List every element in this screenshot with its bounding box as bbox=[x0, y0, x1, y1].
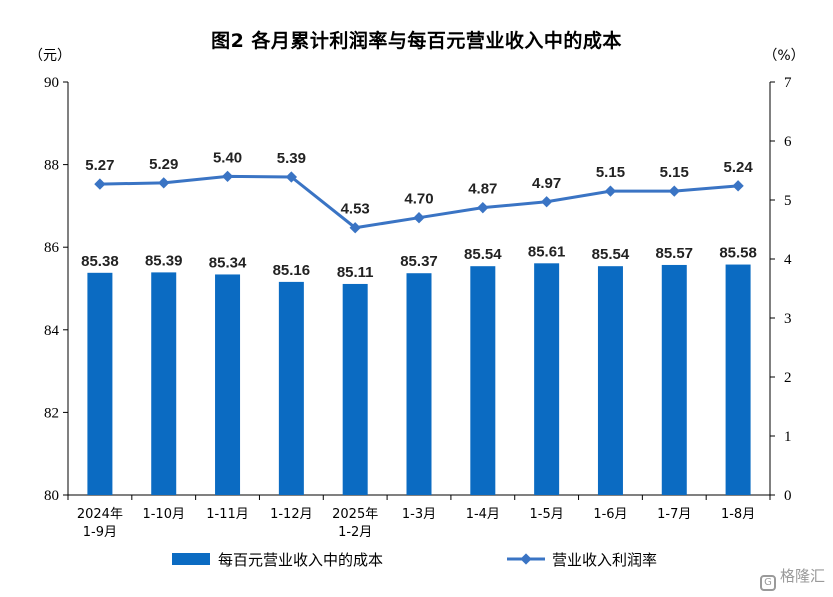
line-data-label: 5.15 bbox=[596, 164, 625, 181]
right-tick-label: 6 bbox=[784, 134, 792, 150]
right-tick-label: 4 bbox=[784, 252, 792, 268]
line-data-label: 4.97 bbox=[532, 175, 561, 192]
chart-title: 图2 各月累计利润率与每百元营业收入中的成本 bbox=[211, 30, 622, 52]
line-point bbox=[540, 196, 553, 208]
right-tick-label: 1 bbox=[784, 429, 792, 445]
bar-data-label: 85.54 bbox=[592, 246, 630, 263]
bar bbox=[278, 281, 304, 495]
bar-data-label: 85.39 bbox=[145, 252, 183, 269]
axes: 80 82 84 86 88 90 0 1 2 3 4 5 6 7 bbox=[44, 75, 792, 504]
bar-data-label: 85.58 bbox=[719, 245, 757, 262]
bar-data-label: 85.11 bbox=[337, 264, 374, 281]
left-tick-label: 90 bbox=[44, 75, 59, 91]
line-data-label: 5.40 bbox=[213, 149, 242, 166]
right-tick-label: 7 bbox=[784, 75, 792, 91]
watermark-text: 格隆汇 bbox=[779, 567, 825, 585]
left-tick-label: 80 bbox=[44, 488, 59, 504]
line-point bbox=[732, 180, 744, 192]
bar-series: 85.38 85.39 85.34 85.16 85.11 85.37 85.54 85.61… bbox=[81, 243, 757, 495]
line-point bbox=[604, 185, 617, 197]
bar bbox=[597, 266, 623, 495]
line-data-label: 5.24 bbox=[723, 159, 753, 176]
line-data-label: 4.53 bbox=[341, 201, 370, 218]
line-point bbox=[285, 171, 298, 183]
left-tick-label: 82 bbox=[44, 405, 59, 421]
x-tick-label: 1-8月 bbox=[721, 507, 755, 522]
gelonghui-logo-icon: G bbox=[759, 575, 776, 591]
x-tick-label: 1-10月 bbox=[142, 507, 185, 522]
bar-data-label: 85.34 bbox=[209, 254, 247, 271]
bar bbox=[534, 263, 560, 495]
bar-data-label: 85.37 bbox=[400, 253, 438, 270]
left-tick-label: 86 bbox=[44, 240, 60, 256]
line-data-label: 5.29 bbox=[149, 156, 178, 173]
line-data-label: 4.87 bbox=[468, 181, 497, 198]
line-point bbox=[221, 170, 234, 183]
bar bbox=[151, 272, 177, 495]
x-axis-labels: 2024年 1-9月 1-10月 1-11月 1-12月 2025年 1-2月 1-3月 1-4… bbox=[77, 507, 755, 540]
legend-line-label: 营业收入利润率 bbox=[552, 551, 657, 569]
legend-bar-swatch bbox=[172, 553, 210, 565]
x-tick-label: 1-3月 bbox=[402, 507, 436, 522]
legend-bar-label: 每百元营业收入中的成本 bbox=[218, 551, 383, 569]
x-tick-label: 2024年 bbox=[77, 507, 123, 522]
line-point bbox=[158, 177, 170, 189]
bar bbox=[470, 266, 496, 495]
right-tick-label: 3 bbox=[784, 311, 792, 327]
x-tick-label: 1-9月 bbox=[83, 525, 117, 540]
bar-data-label: 85.38 bbox=[81, 253, 119, 270]
line-data-label: 4.70 bbox=[404, 191, 433, 208]
line-point bbox=[668, 185, 680, 197]
x-tick-label: 1-5月 bbox=[530, 507, 564, 522]
x-tick-label: 1-7月 bbox=[657, 507, 691, 522]
x-tick-label: 1-12月 bbox=[270, 507, 313, 522]
right-axis-unit: （%） bbox=[763, 48, 804, 64]
line-point bbox=[349, 222, 361, 234]
bar bbox=[87, 272, 113, 495]
bar bbox=[406, 273, 432, 495]
bar bbox=[215, 274, 241, 495]
bar bbox=[725, 264, 751, 495]
line-data-label: 5.27 bbox=[85, 157, 114, 174]
line-point bbox=[94, 178, 106, 190]
legend-line-marker bbox=[520, 553, 532, 565]
left-axis-unit: （元） bbox=[29, 48, 71, 64]
x-tick-label: 1-11月 bbox=[206, 507, 249, 522]
x-tick-label: 1-6月 bbox=[593, 507, 627, 522]
bar-data-label: 85.57 bbox=[655, 245, 693, 262]
right-tick-label: 2 bbox=[784, 370, 792, 386]
bar-data-label: 85.54 bbox=[464, 246, 502, 263]
x-tick-label: 1-2月 bbox=[338, 525, 372, 540]
right-tick-label: 0 bbox=[784, 488, 792, 504]
x-tick-label: 2025年 bbox=[332, 507, 378, 522]
line-series: 5.27 5.29 5.40 5.39 4.53 4.70 4.87 4.97 5.15 5.15… bbox=[85, 149, 753, 234]
line-data-label: 5.39 bbox=[277, 150, 306, 167]
watermark: G 格隆汇 bbox=[759, 565, 825, 591]
bar-data-label: 85.61 bbox=[528, 243, 566, 260]
bar bbox=[661, 264, 687, 495]
bar-data-label: 85.16 bbox=[273, 262, 311, 279]
line-point bbox=[477, 202, 489, 214]
legend: 每百元营业收入中的成本 营业收入利润率 bbox=[172, 551, 657, 569]
right-tick-label: 5 bbox=[784, 193, 792, 209]
line-data-label: 5.15 bbox=[660, 164, 689, 181]
bar bbox=[342, 283, 368, 495]
left-tick-label: 84 bbox=[44, 323, 60, 339]
line-point bbox=[413, 212, 425, 224]
left-tick-label: 88 bbox=[44, 158, 59, 174]
x-tick-label: 1-4月 bbox=[466, 507, 500, 522]
